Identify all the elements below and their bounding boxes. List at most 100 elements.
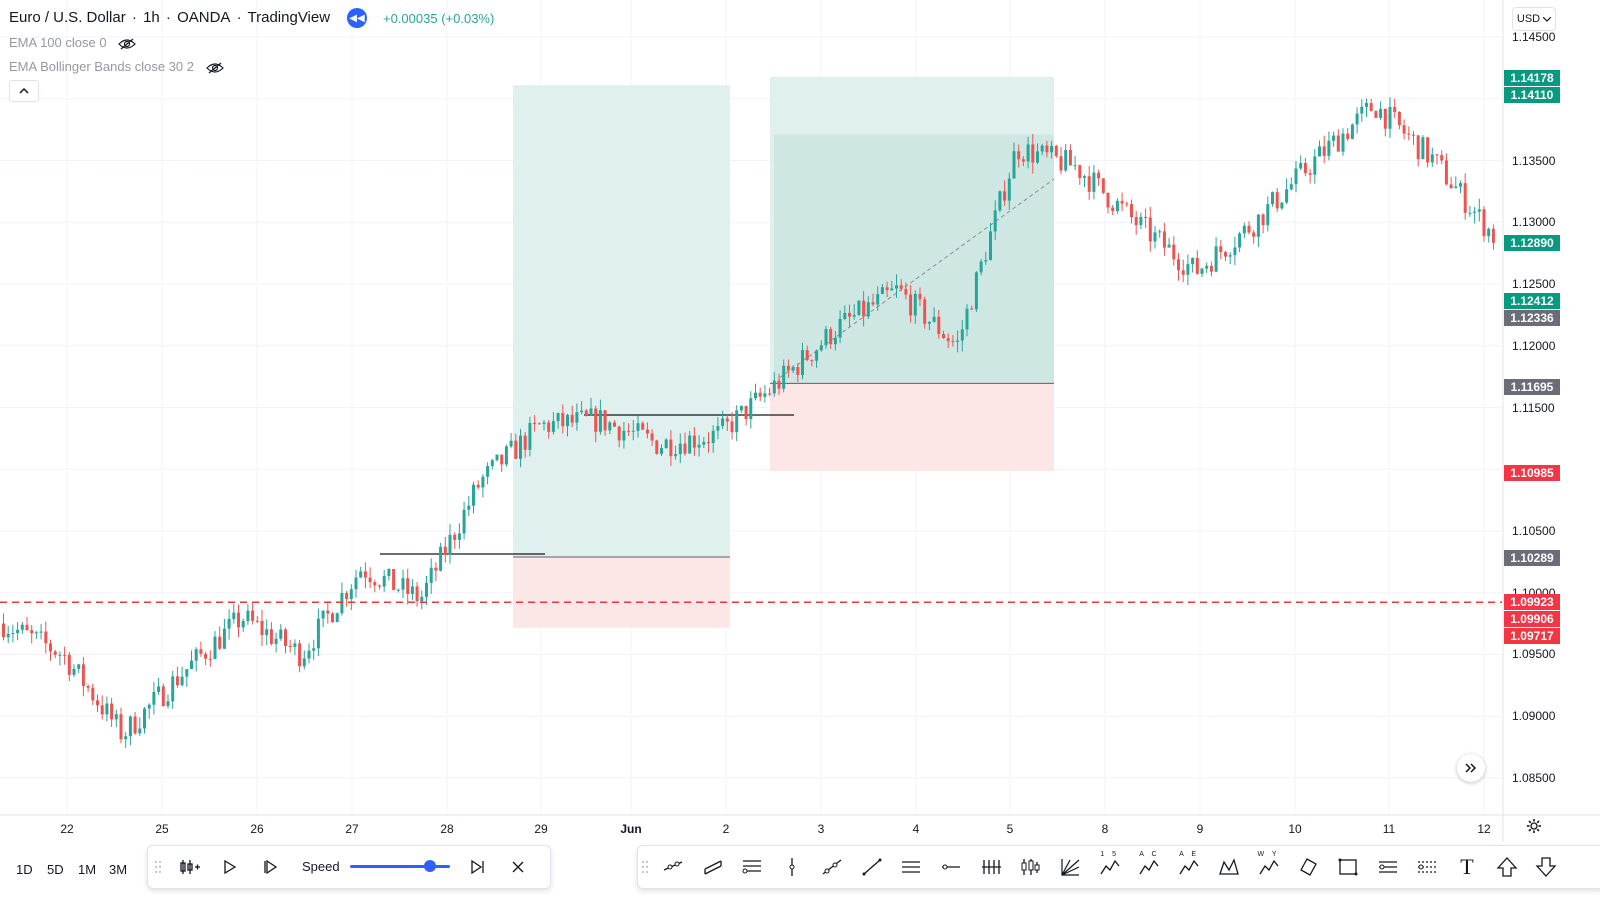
settings-gear-icon[interactable] <box>1526 818 1542 834</box>
eye-hidden-icon[interactable] <box>205 62 224 74</box>
wxy-icon[interactable]: W Y <box>1254 851 1284 882</box>
candle <box>613 419 616 428</box>
candle <box>843 305 847 321</box>
price-tick-label: 1.13500 <box>1512 153 1556 168</box>
play-icon[interactable] <box>218 846 242 888</box>
arrow-down-icon[interactable] <box>1531 852 1561 882</box>
candle <box>617 425 621 448</box>
gann-icon[interactable] <box>1055 852 1085 882</box>
symbol-title[interactable]: Euro / U.S. Dollar · 1h · OANDA · Tradin… <box>9 9 331 26</box>
candle <box>645 422 649 439</box>
candle <box>284 627 287 654</box>
date-tick-label: 27 <box>345 822 359 836</box>
rectangle-icon[interactable] <box>1333 852 1363 882</box>
candle <box>1285 178 1289 205</box>
xabcd-icon[interactable] <box>1214 852 1244 882</box>
elliott-ae-icon[interactable]: A E <box>1174 851 1204 882</box>
candle <box>1487 227 1491 243</box>
date-tick-label: 28 <box>440 822 454 836</box>
arrow-up-icon[interactable] <box>1492 852 1522 882</box>
candle <box>514 433 518 460</box>
candle <box>185 669 189 687</box>
price-tick-label: 1.11500 <box>1512 400 1555 415</box>
candle <box>237 604 240 638</box>
price-tick-label: 1.09500 <box>1512 647 1556 662</box>
currency-selector[interactable]: USD <box>1512 7 1556 31</box>
range-button-1m[interactable]: 1M <box>78 862 97 877</box>
candle <box>1012 142 1016 179</box>
fib-icon[interactable] <box>737 852 767 882</box>
candle <box>218 626 222 651</box>
candle <box>1421 135 1425 160</box>
candle <box>166 694 170 709</box>
candle <box>848 304 851 327</box>
position-tool-1[interactable] <box>513 85 730 628</box>
candle <box>1003 180 1007 206</box>
eye-hidden-icon[interactable] <box>118 38 137 50</box>
candle <box>34 630 38 639</box>
candle <box>923 296 927 329</box>
bars-icon[interactable] <box>976 852 1006 882</box>
candle <box>105 696 109 722</box>
candle <box>1162 222 1166 256</box>
elliott-ac-icon[interactable]: A C <box>1134 851 1164 882</box>
candle <box>96 694 99 713</box>
candle <box>363 562 367 589</box>
rotated-rect-icon[interactable] <box>1293 852 1323 882</box>
replay-rewind-icon[interactable]: ◀◀ <box>347 8 367 28</box>
line-icon[interactable] <box>857 852 887 882</box>
price-tick-label: 1.08500 <box>1512 770 1556 785</box>
candle <box>655 439 659 455</box>
text-icon[interactable]: T <box>1452 852 1482 882</box>
price-badge: 1.10289 <box>1504 550 1560 566</box>
candle <box>937 309 941 339</box>
long-position-icon[interactable] <box>1373 852 1403 882</box>
candle <box>551 412 555 435</box>
candle <box>1120 192 1124 212</box>
close-replay-icon[interactable] <box>506 846 530 888</box>
date-tick-label: 4 <box>912 822 920 836</box>
price-tick-label: 1.09000 <box>1512 709 1556 724</box>
candle <box>44 621 48 654</box>
hlines-icon[interactable] <box>896 852 926 882</box>
candle <box>1059 146 1063 175</box>
indicator-ema-100[interactable]: EMA 100 close 0 <box>9 35 137 50</box>
candle <box>63 646 67 665</box>
scroll-to-realtime-button[interactable] <box>1457 754 1485 782</box>
interval-label: 1h <box>143 9 160 26</box>
candle <box>199 641 203 657</box>
candle <box>1482 206 1486 242</box>
short-position-icon[interactable] <box>1412 852 1442 882</box>
position-tool-2[interactable] <box>770 76 1055 472</box>
candle <box>1040 143 1044 156</box>
ray-icon[interactable] <box>817 852 847 882</box>
candle <box>692 427 696 456</box>
jump-to-realtime-icon[interactable] <box>466 846 490 888</box>
speed-slider[interactable] <box>350 865 450 868</box>
range-button-3m[interactable]: 3M <box>109 862 128 877</box>
indicator-bollinger[interactable]: EMA Bollinger Bands close 30 2 <box>9 59 224 74</box>
range-button-1d[interactable]: 1D <box>16 862 33 877</box>
speed-slider-thumb[interactable] <box>424 860 436 872</box>
range-button-5d[interactable]: 5D <box>47 862 64 877</box>
elliott-15-icon[interactable]: 1 5 <box>1095 851 1125 882</box>
candle <box>754 383 757 401</box>
candle <box>1026 136 1030 169</box>
candle <box>1158 229 1162 238</box>
horizontal-ray-icon[interactable] <box>936 852 966 882</box>
candle <box>918 287 922 307</box>
drag-handle-icon[interactable] <box>152 846 164 888</box>
candles-icon[interactable] <box>1015 852 1045 882</box>
drag-handle-icon[interactable] <box>638 852 652 882</box>
candle <box>697 435 701 457</box>
trendline-icon[interactable] <box>658 852 688 882</box>
vertical-line-icon[interactable] <box>777 852 807 882</box>
price-badge: 1.09717 <box>1504 628 1560 644</box>
channel-icon[interactable] <box>698 852 728 882</box>
collapse-legend-button[interactable] <box>9 80 39 102</box>
select-bar-icon[interactable] <box>176 846 204 888</box>
step-forward-icon[interactable] <box>258 846 282 888</box>
candle <box>824 325 828 349</box>
candle <box>1444 153 1448 186</box>
